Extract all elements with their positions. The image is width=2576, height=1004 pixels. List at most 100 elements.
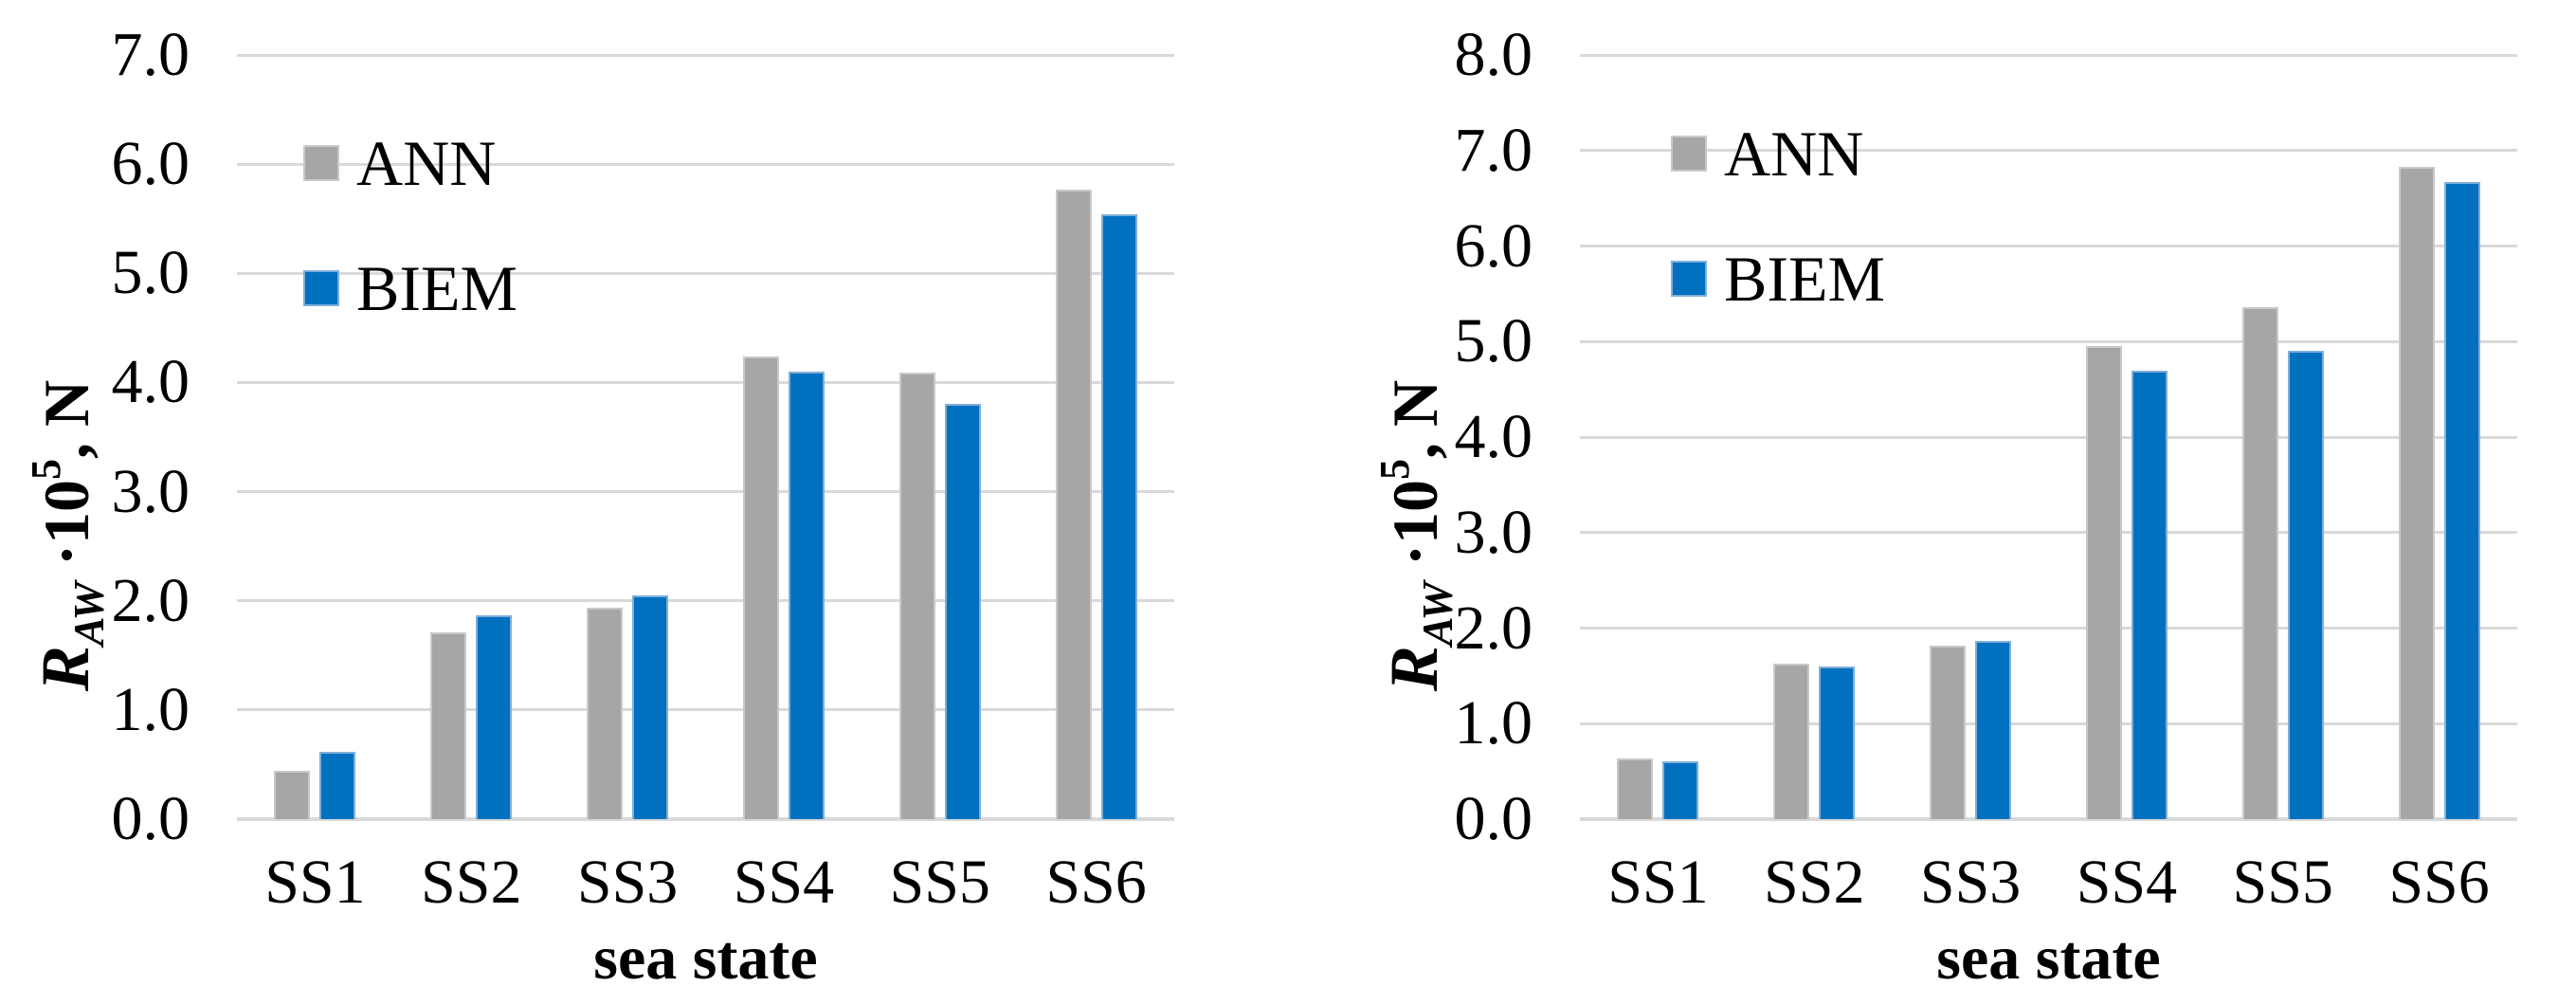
bar-biem-ss2 bbox=[476, 614, 513, 819]
gridline bbox=[1580, 531, 2517, 535]
gridline bbox=[237, 380, 1174, 384]
bar-ann-ss6 bbox=[2398, 166, 2435, 819]
gridline bbox=[237, 490, 1174, 494]
bar-biem-ss1 bbox=[1662, 760, 1699, 819]
legend: ANN BIEM bbox=[303, 131, 517, 320]
bar-ann-ss1 bbox=[274, 771, 311, 819]
bar-biem-ss5 bbox=[2287, 351, 2324, 819]
bar-group-ss2 bbox=[393, 55, 550, 819]
bar-biem-ss6 bbox=[2443, 182, 2480, 819]
x-tick-label: SS5 bbox=[2232, 848, 2333, 917]
bar-biem-ss2 bbox=[1819, 666, 1856, 819]
bar-ann-ss6 bbox=[1055, 189, 1092, 819]
legend: ANN BIEM bbox=[1671, 121, 1885, 311]
bar-ann-ss4 bbox=[2085, 346, 2122, 819]
y-tick-label: 7.0 bbox=[1454, 115, 1533, 185]
legend-item-biem: BIEM bbox=[1671, 246, 1885, 311]
bar-group-ss2 bbox=[1736, 55, 1893, 819]
gridline bbox=[1580, 435, 2517, 439]
gridline bbox=[1580, 721, 2517, 725]
y-tick-label: 2.0 bbox=[1454, 593, 1533, 663]
y-axis-ticks: 0.0 1.0 2.0 3.0 4.0 5.0 6.0 7.0 bbox=[47, 24, 190, 850]
y-axis-ticks: 0.0 1.0 2.0 3.0 4.0 5.0 6.0 7.0 8.0 bbox=[1390, 24, 1533, 850]
y-tick-label: 4.0 bbox=[1454, 402, 1533, 471]
legend-label: ANN bbox=[356, 127, 497, 199]
y-tick-label: 0.0 bbox=[1454, 784, 1533, 853]
gridline bbox=[1580, 245, 2517, 247]
legend-swatch-ann bbox=[1671, 136, 1707, 172]
legend-swatch-biem bbox=[303, 270, 339, 306]
x-tick-label: SS5 bbox=[889, 848, 990, 917]
gridline bbox=[237, 817, 1174, 821]
bar-ann-ss2 bbox=[1773, 663, 1810, 819]
gridline bbox=[1580, 627, 2517, 630]
y-tick-label: 4.0 bbox=[111, 347, 190, 417]
bar-ann-ss2 bbox=[430, 632, 467, 819]
legend-swatch-biem bbox=[1671, 261, 1707, 297]
x-tick-label: SS1 bbox=[1607, 848, 1709, 917]
y-tick-label: 0.0 bbox=[111, 784, 190, 853]
gridline bbox=[1580, 53, 2517, 57]
legend-label: BIEM bbox=[356, 252, 517, 324]
y-tick-label: 6.0 bbox=[111, 129, 190, 199]
bar-biem-ss3 bbox=[1975, 640, 2012, 819]
x-tick-label: SS6 bbox=[1045, 848, 1147, 917]
bar-group-ss6 bbox=[2361, 55, 2517, 819]
bar-ann-ss3 bbox=[1930, 645, 1967, 819]
bar-group-ss4 bbox=[705, 55, 862, 819]
legend-item-ann: ANN bbox=[303, 131, 517, 195]
plot-area: ANN BIEM bbox=[237, 53, 1174, 821]
gridline bbox=[1580, 149, 2517, 153]
bar-biem-ss3 bbox=[632, 594, 669, 819]
y-tick-label: 6.0 bbox=[1454, 210, 1533, 281]
legend-label: BIEM bbox=[1724, 243, 1885, 315]
bar-biem-ss5 bbox=[944, 404, 981, 819]
bar-groups bbox=[1580, 55, 2517, 819]
legend-item-biem: BIEM bbox=[303, 256, 517, 320]
bar-group-ss5 bbox=[862, 55, 1018, 819]
bar-ann-ss5 bbox=[898, 373, 935, 819]
bar-group-ss1 bbox=[237, 55, 393, 819]
bar-ann-ss1 bbox=[1617, 758, 1654, 819]
bar-ann-ss4 bbox=[742, 356, 779, 819]
y-tick-label: 3.0 bbox=[1454, 497, 1533, 567]
x-axis-ticks: SS1 SS2 SS3 SS4 SS5 SS6 bbox=[237, 851, 1174, 914]
gridline bbox=[237, 271, 1174, 275]
x-tick-label: SS3 bbox=[576, 848, 679, 917]
x-tick-label: SS3 bbox=[1919, 848, 2022, 917]
x-tick-label: SS6 bbox=[2388, 848, 2490, 917]
y-tick-label: 8.0 bbox=[1454, 20, 1533, 89]
y-tick-label: 2.0 bbox=[111, 565, 190, 635]
bar-biem-ss1 bbox=[319, 751, 356, 819]
y-tick-label: 1.0 bbox=[111, 674, 190, 744]
bar-group-ss4 bbox=[2048, 55, 2204, 819]
legend-swatch-ann bbox=[303, 145, 339, 181]
y-tick-label: 3.0 bbox=[111, 456, 190, 526]
gridline bbox=[237, 708, 1174, 712]
bar-biem-ss4 bbox=[788, 371, 825, 819]
plot-area: ANN BIEM bbox=[1580, 53, 2517, 821]
x-axis-title: sea state bbox=[593, 923, 818, 993]
bar-ann-ss5 bbox=[2241, 306, 2278, 819]
left-chart: RAW ·105, N 0.0 1.0 2.0 3.0 4.0 5.0 6.0 7.0 ANN BI… bbox=[23, 24, 1174, 993]
bar-group-ss3 bbox=[1893, 55, 2049, 819]
gridline bbox=[237, 162, 1174, 166]
x-tick-label: SS1 bbox=[264, 848, 366, 917]
x-tick-label: SS2 bbox=[421, 848, 522, 917]
gridline bbox=[1580, 817, 2517, 821]
right-chart: RAW ·105, N 0.0 1.0 2.0 3.0 4.0 5.0 6.0 7.0 8.0 AN… bbox=[1288, 0, 2576, 1004]
y-tick-label: 5.0 bbox=[111, 238, 190, 308]
y-tick-label: 1.0 bbox=[1454, 688, 1533, 758]
bar-group-ss1 bbox=[1580, 55, 1736, 819]
x-axis-ticks: SS1 SS2 SS3 SS4 SS5 SS6 bbox=[1580, 851, 2517, 914]
bar-group-ss6 bbox=[1018, 55, 1174, 819]
gridline bbox=[237, 599, 1174, 603]
bar-group-ss5 bbox=[2204, 55, 2361, 819]
bar-ann-ss3 bbox=[587, 607, 624, 819]
x-tick-label: SS4 bbox=[733, 848, 835, 917]
x-axis-title: sea state bbox=[1936, 923, 2161, 993]
y-tick-label: 7.0 bbox=[111, 20, 190, 89]
bar-biem-ss6 bbox=[1100, 214, 1137, 819]
legend-label: ANN bbox=[1724, 118, 1864, 190]
